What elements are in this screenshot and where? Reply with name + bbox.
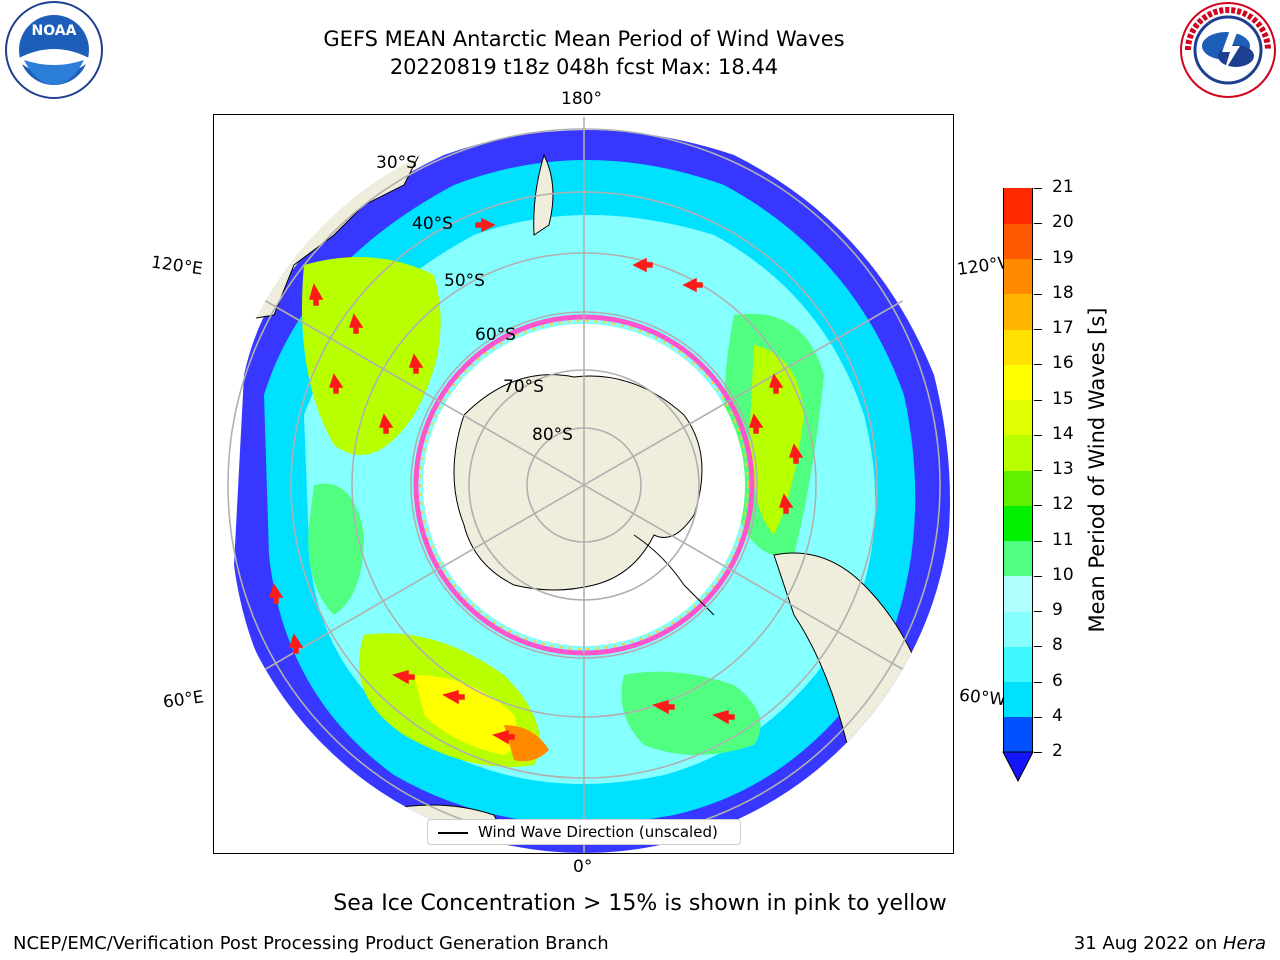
colorbar-tick-mark — [1034, 752, 1042, 753]
colorbar-tick-mark — [1034, 575, 1042, 577]
colorbar-segment — [1004, 646, 1032, 682]
colorbar-tick-mark — [1034, 505, 1042, 507]
colorbar-tick-mark — [1034, 293, 1042, 295]
colorbar-tick-mark — [1034, 364, 1042, 366]
legend-line-swatch — [438, 832, 468, 834]
colorbar-tick-label: 17 — [1052, 318, 1074, 338]
colorbar-tick-label: 10 — [1052, 564, 1074, 585]
footer-date: 31 Aug 2022 on Hera — [1074, 933, 1266, 954]
colorbar-segment — [1004, 470, 1032, 506]
lat-label-30s: 30°S — [376, 153, 417, 173]
colorbar-segment — [1004, 258, 1032, 295]
colorbar-tick-mark — [1034, 399, 1042, 401]
colorbar-tick-mark — [1034, 646, 1042, 648]
colorbar-tick-label: 11 — [1052, 529, 1074, 550]
colorbar-tick-label: 13 — [1052, 459, 1074, 479]
lat-label-80s: 80°S — [532, 425, 573, 445]
lat-label-50s: 50°S — [444, 271, 485, 291]
colorbar-segment — [1004, 575, 1032, 612]
colorbar-segment — [1004, 540, 1032, 577]
sea-ice-note: Sea Ice Concentration > 15% is shown in … — [333, 891, 947, 916]
colorbar-tick-mark — [1034, 329, 1042, 330]
noaa-logo-text: NOAA — [32, 23, 77, 39]
colorbar-segment — [1004, 223, 1032, 259]
colorbar-segment — [1004, 716, 1032, 753]
colorbar-tick-mark — [1034, 681, 1042, 683]
colorbar-tick-mark — [1034, 258, 1042, 260]
colorbar — [1003, 188, 1033, 753]
colorbar-segment — [1004, 364, 1032, 400]
polar-map-canvas — [214, 115, 953, 853]
colorbar-tick-label: 4 — [1052, 705, 1063, 726]
lon-label-180: 180° — [561, 89, 602, 109]
chart-title: GEFS MEAN Antarctic Mean Period of Wind … — [323, 27, 845, 51]
colorbar-segment — [1004, 434, 1032, 471]
lat-label-40s: 40°S — [412, 214, 453, 234]
footer-machine: Hera — [1222, 933, 1266, 954]
colorbar-segment — [1004, 329, 1032, 365]
colorbar-segment — [1004, 293, 1032, 330]
colorbar-segment — [1004, 611, 1032, 647]
colorbar-tick-mark — [1034, 716, 1042, 718]
footer-branch: NCEP/EMC/Verification Post Processing Pr… — [13, 933, 609, 954]
colorbar-tick-label: 8 — [1052, 635, 1063, 656]
colorbar-tick-label: 19 — [1052, 247, 1074, 268]
colorbar-tick-label: 15 — [1052, 388, 1074, 409]
colorbar-tick-label: 20 — [1052, 212, 1074, 233]
colorbar-tick-label: 2 — [1052, 741, 1063, 761]
legend-label: Wind Wave Direction (unscaled) — [478, 823, 718, 841]
lon-label-60e: 60°E — [161, 687, 206, 713]
colorbar-title: Mean Period of Wind Waves [s] — [1085, 307, 1109, 633]
chart-subtitle-run-info: 20220819 t18z 048h fcst Max: 18.44 — [389, 55, 779, 79]
lon-label-60w: 60°W — [958, 685, 1007, 711]
colorbar-tick-mark — [1034, 470, 1042, 471]
polar-map: 30°S 40°S 50°S 60°S 70°S 80°S — [213, 114, 954, 854]
colorbar-segment — [1004, 399, 1032, 436]
colorbar-tick-mark — [1034, 434, 1042, 436]
noaa-logo-icon: NOAA — [5, 1, 103, 99]
colorbar-tick-mark — [1034, 540, 1042, 542]
colorbar-tick-label: 16 — [1052, 353, 1074, 374]
colorbar-tick-mark — [1034, 223, 1042, 225]
colorbar-tick-label: 21 — [1052, 177, 1074, 197]
lon-label-120e: 120°E — [149, 252, 204, 280]
footer-date-text: 31 Aug 2022 on — [1073, 933, 1223, 954]
colorbar-segment — [1004, 681, 1032, 718]
colorbar-segment — [1004, 505, 1032, 541]
colorbar-tick-label: 12 — [1052, 494, 1074, 515]
nws-logo-icon — [1180, 2, 1276, 98]
colorbar-extend-triangle — [1002, 751, 1034, 783]
colorbar-tick-label: 6 — [1052, 670, 1063, 691]
colorbar-tick-mark — [1034, 611, 1042, 612]
lon-label-0: 0° — [573, 857, 593, 877]
colorbar-tick-label: 9 — [1052, 600, 1063, 620]
lat-label-70s: 70°S — [503, 377, 544, 397]
colorbar-segment — [1004, 188, 1032, 224]
colorbar-tick-label: 18 — [1052, 282, 1074, 303]
lat-label-60s: 60°S — [475, 325, 516, 345]
colorbar-tick-label: 14 — [1052, 423, 1074, 444]
colorbar-tick-mark — [1034, 188, 1042, 189]
map-legend: Wind Wave Direction (unscaled) — [427, 819, 741, 845]
